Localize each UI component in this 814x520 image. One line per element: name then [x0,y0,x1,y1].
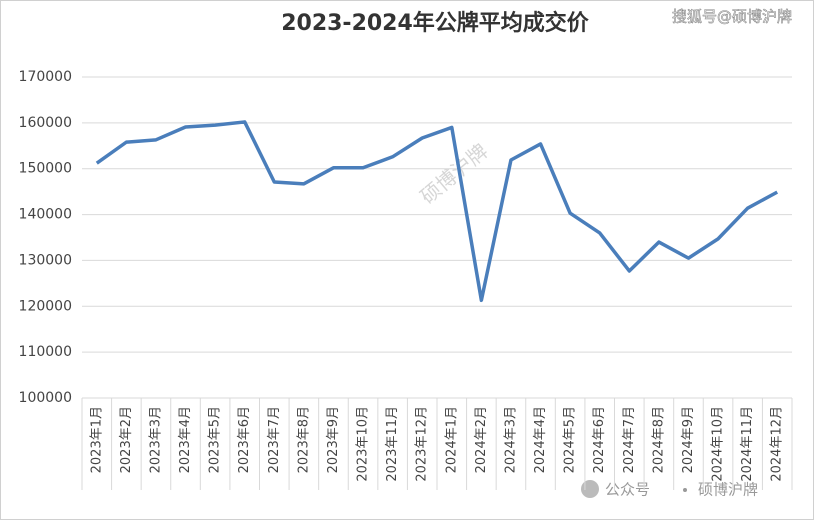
x-tick-label: 2024年6月 [592,406,607,473]
watermark: 搜狐号@硕博沪牌 [672,8,792,26]
x-tick-label: 2023年3月 [148,406,163,473]
y-tick-label: 150000 [19,161,72,177]
data-line [95,120,779,303]
x-tick-label: 2024年4月 [533,406,548,473]
x-tick-label: 2023年8月 [296,406,311,473]
x-tick-label: 2023年1月 [89,406,104,473]
x-tick-label: 2024年1月 [444,406,459,473]
y-tick-label: 170000 [19,69,72,85]
x-tick-label: 2024年7月 [622,406,637,473]
x-tick-label: 2024年8月 [651,406,666,473]
x-tick-label: 2023年5月 [208,406,223,473]
x-tick-label: 2023年4月 [178,406,193,473]
y-tick-label: 140000 [19,207,72,223]
x-tick-label: 2024年10月 [711,406,726,482]
watermark: 公众号 [605,481,650,499]
y-tick-label: 130000 [19,252,72,268]
x-tick-label: 2023年11月 [385,406,400,482]
x-tick-label: 2023年12月 [415,406,430,482]
x-tick-label: 2024年9月 [681,406,696,473]
chart-title: 2023-2024年公牌平均成交价 [281,10,590,36]
watermark-icon [581,480,599,498]
watermark: 硕博沪牌 [698,481,758,499]
x-tick-label: 2024年12月 [770,406,785,482]
y-tick-label: 110000 [19,344,72,360]
x-tick-label: 2024年3月 [503,406,518,473]
x-tick-label: 2024年11月 [740,406,755,482]
watermark-dot [683,488,687,492]
x-tick-label: 2023年6月 [237,406,252,473]
x-tick-label: 2023年2月 [119,406,134,473]
x-tick-label: 2023年7月 [267,406,282,473]
x-tick-label: 2024年2月 [474,406,489,473]
y-tick-label: 120000 [19,298,72,314]
x-tick-label: 2023年10月 [356,406,371,482]
x-tick-label: 2024年5月 [563,406,578,473]
y-tick-label: 160000 [19,115,72,131]
x-tick-label: 2023年9月 [326,406,341,473]
y-tick-label: 100000 [19,390,72,406]
